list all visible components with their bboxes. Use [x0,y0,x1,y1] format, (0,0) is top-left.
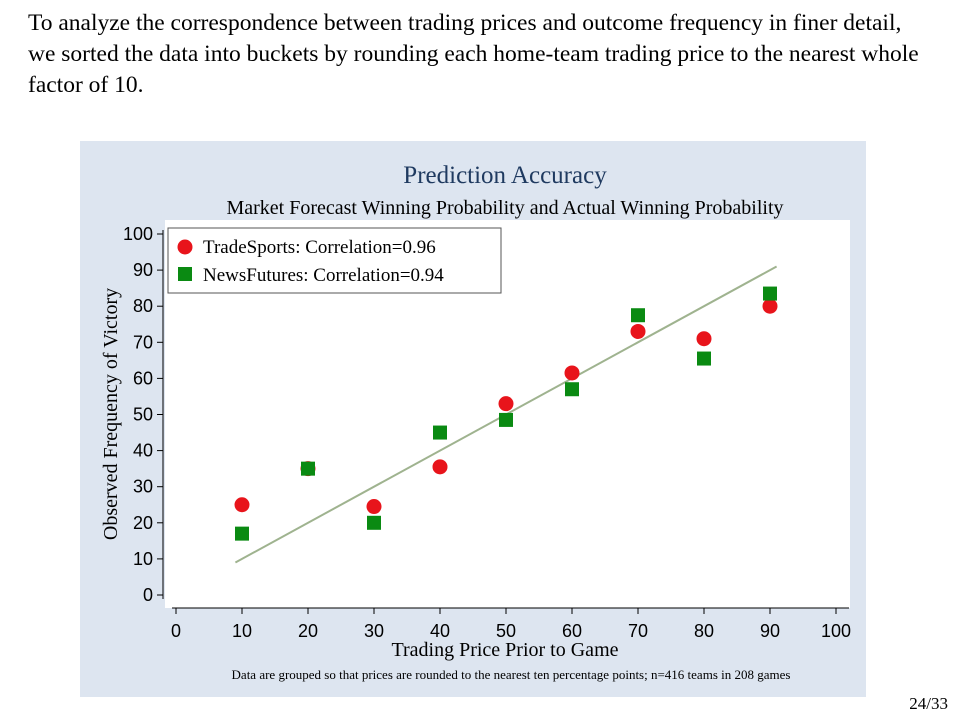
x-tick-label: 20 [298,621,318,641]
tradesports-point [630,323,646,339]
legend-newsfutures-marker [178,267,192,281]
x-tick-label: 80 [694,621,714,641]
tradesports-point [498,396,514,412]
newsfutures-point [433,425,447,440]
intro-paragraph: To analyze the correspondence between tr… [28,10,919,98]
y-tick-label: 30 [133,477,153,497]
y-tick-label: 100 [123,224,153,244]
legend-tradesports-label: TradeSports: Correlation=0.96 [203,237,436,258]
y-tick-label: 10 [133,549,153,569]
chart-footnote: Data are grouped so that prices are roun… [232,667,791,682]
newsfutures-point [631,308,645,323]
legend-box [167,227,502,294]
tradesports-point [696,331,712,347]
x-tick-label: 40 [430,621,450,641]
x-tick-label: 0 [171,621,181,641]
x-tick-label: 90 [760,621,780,641]
x-tick-label: 100 [821,621,851,641]
x-tick-label: 60 [562,621,582,641]
newsfutures-point [499,412,513,427]
axes: 0 10 20 30 40 50 60 70 80 90 100 0 10 20 30 40 50 60 70 80 9… [123,224,851,641]
newsfutures-point [235,526,249,541]
slide-page-number: 24/33 [909,694,948,713]
y-tick-label: 60 [133,368,153,388]
newsfutures-point [763,286,777,301]
data-marks [234,286,778,541]
y-axis-label: Observed Frequency of Victory [100,288,122,540]
y-tick-label: 0 [143,585,153,605]
newsfutures-point [565,382,579,397]
legend: TradeSports: Correlation=0.96 NewsFuture… [167,227,502,294]
chart-title: Prediction Accuracy [403,162,607,189]
tradesports-point [234,497,250,513]
newsfutures-point [697,351,711,366]
x-tick-label: 30 [364,621,384,641]
tradesports-point [366,499,382,515]
x-tick-label: 10 [232,621,252,641]
chart-subtitle: Market Forecast Winning Probability and … [226,197,783,219]
legend-tradesports-marker [177,239,193,255]
legend-newsfutures-label: NewsFutures: Correlation=0.94 [203,265,444,286]
newsfutures-point [301,461,315,476]
y-tick-label: 20 [133,513,153,533]
x-tick-label: 50 [496,621,516,641]
x-tick-label: 70 [628,621,648,641]
y-tick-label: 80 [133,296,153,316]
tradesports-point [564,365,580,381]
y-tick-label: 50 [133,405,153,425]
y-tick-label: 70 [133,332,153,352]
x-axis-label: Trading Price Prior to Game [391,639,618,661]
y-tick-label: 40 [133,441,153,461]
y-tick-label: 90 [133,260,153,280]
newsfutures-point [367,515,381,530]
tradesports-point [762,298,778,314]
tradesports-point [432,459,448,475]
